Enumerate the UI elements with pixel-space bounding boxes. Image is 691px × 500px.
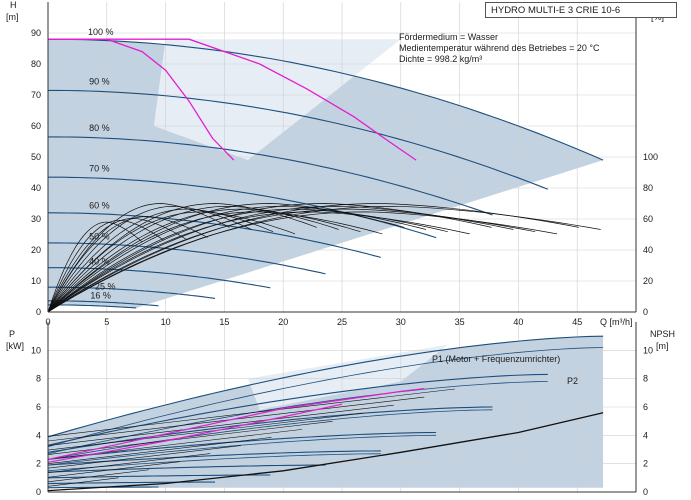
y2-tick-label: 80 <box>643 183 653 193</box>
qh-chart: 0102030405060708090051015202530354045020… <box>6 0 665 327</box>
eta-curve <box>47 203 230 313</box>
y2-tick-label: 4 <box>643 430 648 440</box>
y-tick-label: 20 <box>31 245 41 255</box>
npsh-curve <box>47 412 604 492</box>
speed-label: 60 % <box>89 201 110 211</box>
hq-curve <box>48 38 604 161</box>
medium-info-line: Dichte = 998.2 kg/m³ <box>399 54 483 64</box>
y-tick-label: 4 <box>36 430 41 440</box>
y2-tick-label: 40 <box>643 245 653 255</box>
p2-series-label: P2 <box>567 376 578 386</box>
y2-axis-label: NPSH <box>650 329 675 339</box>
eta-curve <box>47 219 165 313</box>
chart-title: HYDRO MULTI-E 3 CRIE 10-6 <box>485 2 677 18</box>
power-fan-curve <box>47 388 455 437</box>
y2-tick-label: 0 <box>643 307 648 317</box>
speed-label: 100 % <box>88 27 114 37</box>
y2-tick-label: 60 <box>643 214 653 224</box>
y2-tick-label: 20 <box>643 276 653 286</box>
y2-tick-label: 6 <box>643 402 648 412</box>
p1-curve <box>47 464 326 473</box>
power-fan-curve <box>47 461 180 478</box>
p1-curve <box>47 373 548 446</box>
eta-curve <box>47 211 470 313</box>
medium-info-line: Medientemperatur während des Betriebes =… <box>399 43 600 53</box>
hq-curve <box>48 136 493 216</box>
y-tick-label: 70 <box>31 90 41 100</box>
eta-curve <box>47 205 601 313</box>
speed-label: 80 % <box>89 123 110 133</box>
hq-curve <box>48 286 216 299</box>
y2-tick-label: 10 <box>643 345 653 355</box>
speed-label: 90 % <box>89 77 110 87</box>
eta-curve <box>47 211 558 313</box>
y-tick-label: 90 <box>31 28 41 38</box>
hq-curve <box>48 89 548 190</box>
y-tick-label: 0 <box>36 307 41 317</box>
speed-label: 16 % <box>90 291 111 301</box>
speed-label: 50 % <box>89 232 110 242</box>
y-tick-label: 10 <box>31 276 41 286</box>
power-fan-curve <box>47 477 119 487</box>
y-tick-label: 50 <box>31 152 41 162</box>
limit-curve <box>48 38 417 161</box>
y-axis-label: P <box>9 329 15 339</box>
eta-curve <box>47 208 274 313</box>
eta-curve <box>47 221 143 313</box>
p1-curve <box>47 431 437 460</box>
envelope-highlight <box>153 39 401 161</box>
power-fan-curve <box>47 412 364 451</box>
eta-curve <box>47 211 383 313</box>
p1-curve <box>47 406 493 453</box>
p2-curve <box>47 409 493 460</box>
p2-curve <box>47 381 548 455</box>
p1-curve <box>47 335 604 438</box>
power-fan-curve <box>47 453 211 474</box>
y-tick-label: 6 <box>36 402 41 412</box>
power-fan-curve <box>47 445 241 469</box>
power-fan-curve <box>47 404 394 446</box>
x-axis-label: Q [m³/h] <box>600 317 633 327</box>
y-tick-label: 40 <box>31 183 41 193</box>
power-envelope-highlight <box>247 344 448 410</box>
p2-curve <box>47 347 604 448</box>
power-fan-curve <box>47 469 150 483</box>
y-tick-label: 0 <box>36 487 41 497</box>
power-limit-curve <box>47 388 425 460</box>
p1-series-label: P1 (Motor + Frequenzumrichter) <box>432 354 560 364</box>
power-limit-curve <box>47 403 343 463</box>
hq-curve <box>48 212 381 258</box>
power-fan-curve <box>47 437 272 464</box>
medium-info: Fördermedium = Wasser Medientemperatur w… <box>399 32 599 65</box>
speed-label: 40 % <box>89 257 110 267</box>
hq-curve <box>48 304 137 309</box>
y2-tick-label: 0 <box>643 487 648 497</box>
medium-info-line: Fördermedium = Wasser <box>399 32 498 42</box>
y-tick-label: 2 <box>36 459 41 469</box>
y-tick-label: 8 <box>36 374 41 384</box>
y-axis-label: H <box>10 0 17 10</box>
y2-tick-label: 100 <box>643 152 658 162</box>
power-npsh-chart: 0 2 4 6 8 10 0 2 4 6 8 10 P [kW] NPSH [m] P1 (Motor + Fr… <box>6 322 675 497</box>
y2-axis-label: [m] <box>656 341 669 351</box>
y2-tick-label: 2 <box>643 459 648 469</box>
y-tick-label: 10 <box>31 345 41 355</box>
hq-curve <box>48 267 271 289</box>
y-tick-label: 80 <box>31 59 41 69</box>
y-axis-label: [m] <box>6 12 19 22</box>
y-tick-label: 60 <box>31 121 41 131</box>
y-tick-label: 30 <box>31 214 41 224</box>
p2-curve <box>47 434 437 466</box>
speed-label: 25 % <box>95 281 116 291</box>
y2-tick-label: 8 <box>643 374 648 384</box>
y-axis-label: [kW] <box>6 341 24 351</box>
speed-label: 70 % <box>89 164 110 174</box>
